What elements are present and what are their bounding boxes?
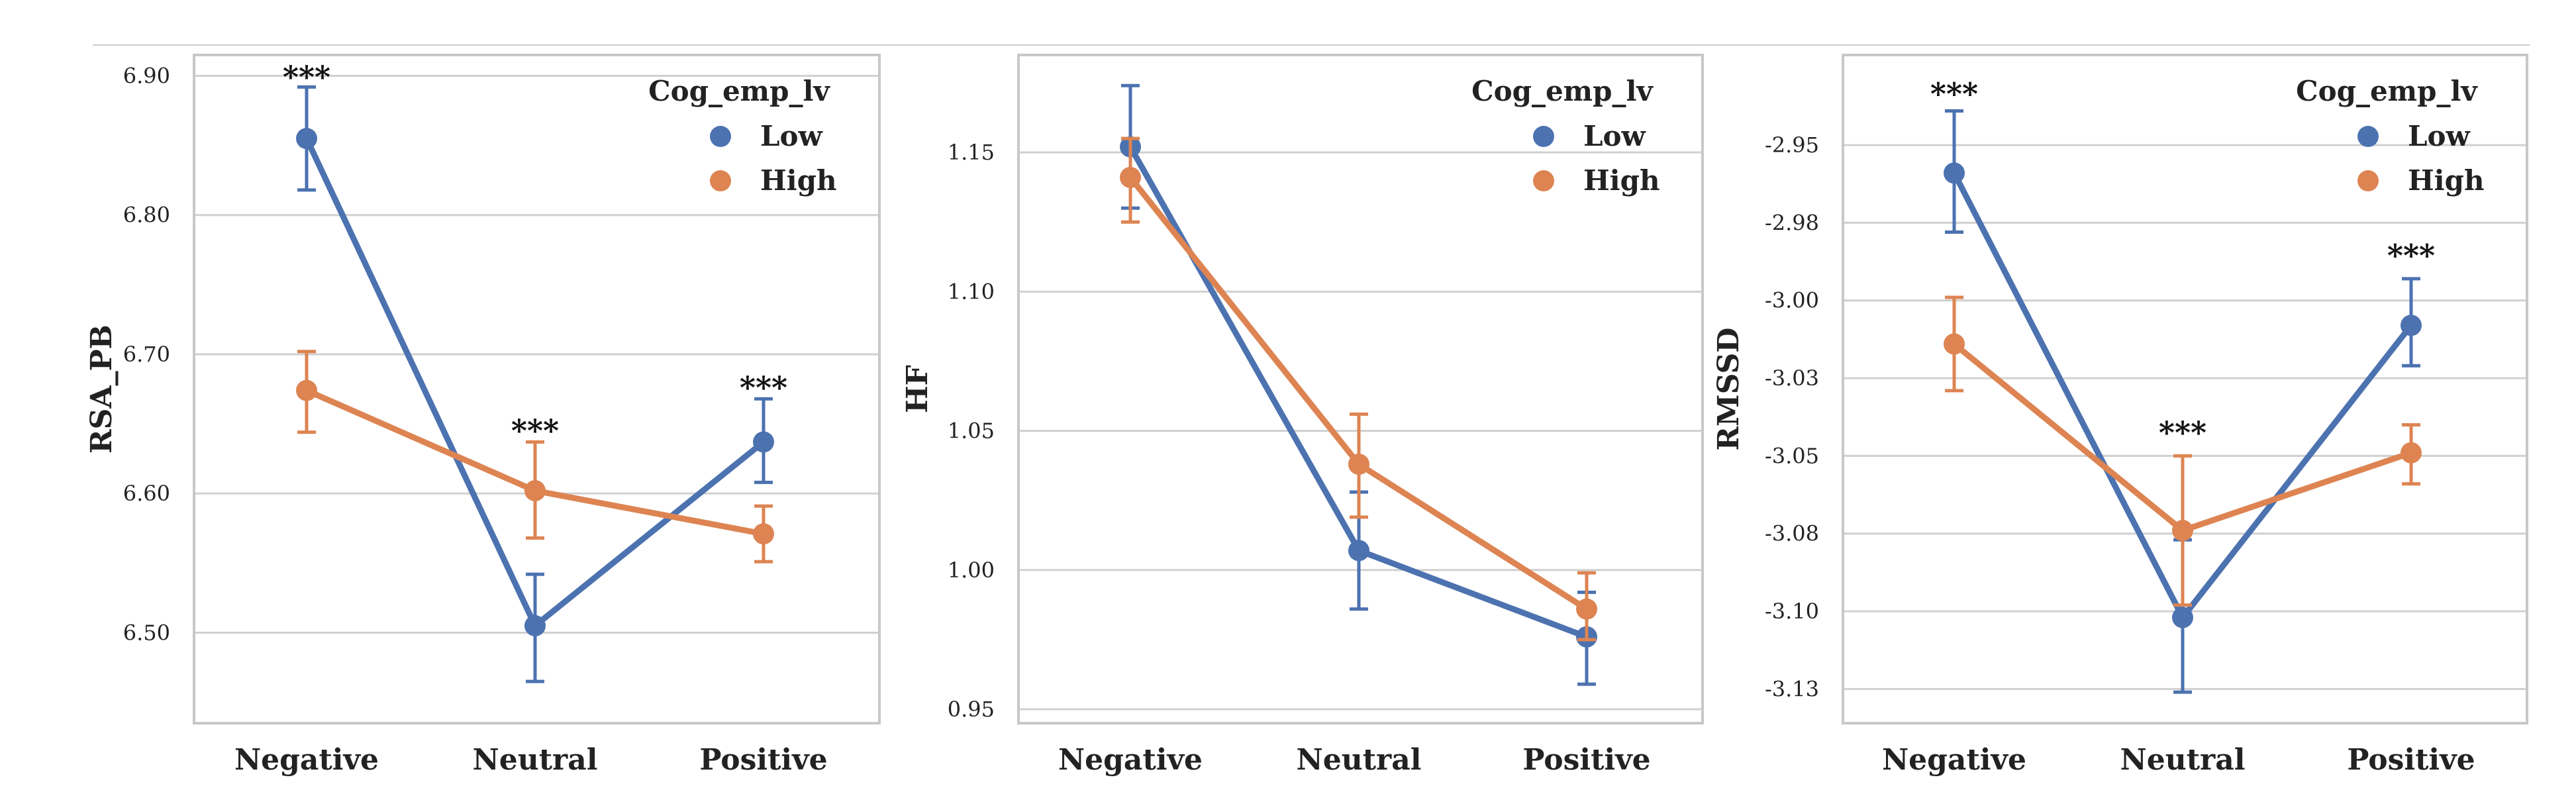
legend-label-low: Low [2408, 120, 2471, 152]
y-tick-label: -3.10 [1765, 599, 1819, 624]
legend-title: Cog_emp_lv [648, 75, 830, 107]
x-tick-label: Positive [1522, 743, 1650, 777]
data-point [753, 431, 774, 453]
data-point [1944, 162, 1965, 184]
data-point [1348, 540, 1369, 562]
legend-title: Cog_emp_lv [2296, 75, 2478, 107]
legend-marker-low [2357, 126, 2379, 147]
data-point [753, 523, 774, 545]
y-tick-label: -3.00 [1765, 288, 1819, 313]
significance-annotation: *** [2387, 238, 2435, 274]
x-tick-label: Negative [1882, 743, 2026, 777]
significance-annotation: *** [740, 370, 787, 406]
y-tick-label: 1.05 [948, 419, 995, 444]
legend-label-low: Low [760, 120, 823, 152]
y-tick-label: -3.08 [1765, 521, 1819, 546]
series-high [296, 350, 774, 564]
legend-marker-low [710, 126, 731, 147]
series-high [1944, 295, 2422, 607]
legend-label-high: High [760, 164, 837, 197]
y-tick-label: -2.98 [1765, 210, 1819, 235]
significance-annotation: *** [2159, 415, 2206, 451]
y-tick-label: -3.03 [1765, 366, 1819, 391]
y-axis-label: HF [901, 365, 934, 413]
series-line [303, 137, 766, 629]
y-tick-label: 6.50 [123, 620, 170, 645]
significance-annotation: *** [511, 413, 559, 449]
y-tick-label: -2.95 [1765, 132, 1819, 158]
data-point [296, 128, 317, 150]
plot-frame [1017, 54, 1704, 725]
legend-marker-high [710, 170, 731, 191]
legend-marker-high [1533, 170, 1554, 191]
y-tick-label: 1.00 [948, 558, 995, 583]
x-tick-label: Negative [234, 743, 379, 777]
y-tick-label: -3.05 [1765, 443, 1819, 468]
series-low [296, 85, 774, 683]
data-point [524, 615, 546, 636]
y-tick-label: 1.10 [948, 279, 995, 304]
data-point [1944, 333, 1965, 355]
x-tick-label: Neutral [473, 743, 598, 777]
y-tick-label: 6.80 [123, 203, 170, 228]
y-axis-label: RMSSD [1712, 327, 1746, 450]
y-tick-label: 6.60 [123, 481, 170, 506]
x-tick-label: Neutral [1297, 743, 1422, 777]
legend-marker-high [2357, 170, 2379, 191]
data-point [2172, 520, 2193, 542]
data-point [1576, 598, 1597, 620]
x-tick-label: Negative [1058, 743, 1203, 777]
legend: Cog_emp_lv Low High [2296, 75, 2484, 197]
y-tick-label: 1.15 [948, 140, 995, 165]
data-point [2172, 607, 2193, 628]
chart-panel-3: -3.13 -3.10 -3.08 -3.05 -3.03 -3.00 -2.98 -2.95… [1712, 54, 2528, 777]
plot-frame [1842, 54, 2528, 725]
legend-label-high: High [2408, 164, 2485, 197]
y-tick-label: 6.70 [123, 342, 170, 367]
data-point [296, 379, 317, 401]
chart-panel-2: 0.95 1.00 1.05 1.10 1.15 HF Negative Neutral Pos… [901, 54, 1704, 777]
data-point [524, 479, 546, 501]
legend: Cog_emp_lv Low High [648, 75, 836, 197]
y-axis-label: RSA_PB [85, 325, 119, 454]
data-point [2401, 442, 2422, 464]
y-tick-label: 0.95 [948, 697, 995, 722]
y-tick-label: -3.13 [1765, 676, 1819, 701]
legend: Cog_emp_lv Low High [1471, 75, 1660, 197]
x-tick-label: Positive [2347, 743, 2475, 777]
x-tick-label: Neutral [2120, 743, 2246, 777]
data-point [1120, 166, 1141, 188]
x-tick-label: Positive [699, 743, 827, 777]
significance-annotation: *** [1930, 76, 1978, 112]
significance-annotation: *** [283, 60, 330, 95]
series-low [1120, 83, 1597, 686]
legend-marker-low [1533, 126, 1554, 147]
legend-label-low: Low [1583, 120, 1646, 152]
chart-panel-1: 6.50 6.60 6.70 6.80 6.90 RSA_PB Negative Neutra… [85, 54, 881, 777]
plot-frame [193, 54, 881, 725]
data-point [1348, 454, 1369, 476]
legend-title: Cog_emp_lv [1471, 75, 1654, 107]
data-point [2401, 315, 2422, 336]
legend-label-high: High [1583, 164, 1660, 197]
series-high [1120, 136, 1597, 642]
y-tick-label: 6.90 [123, 64, 170, 89]
